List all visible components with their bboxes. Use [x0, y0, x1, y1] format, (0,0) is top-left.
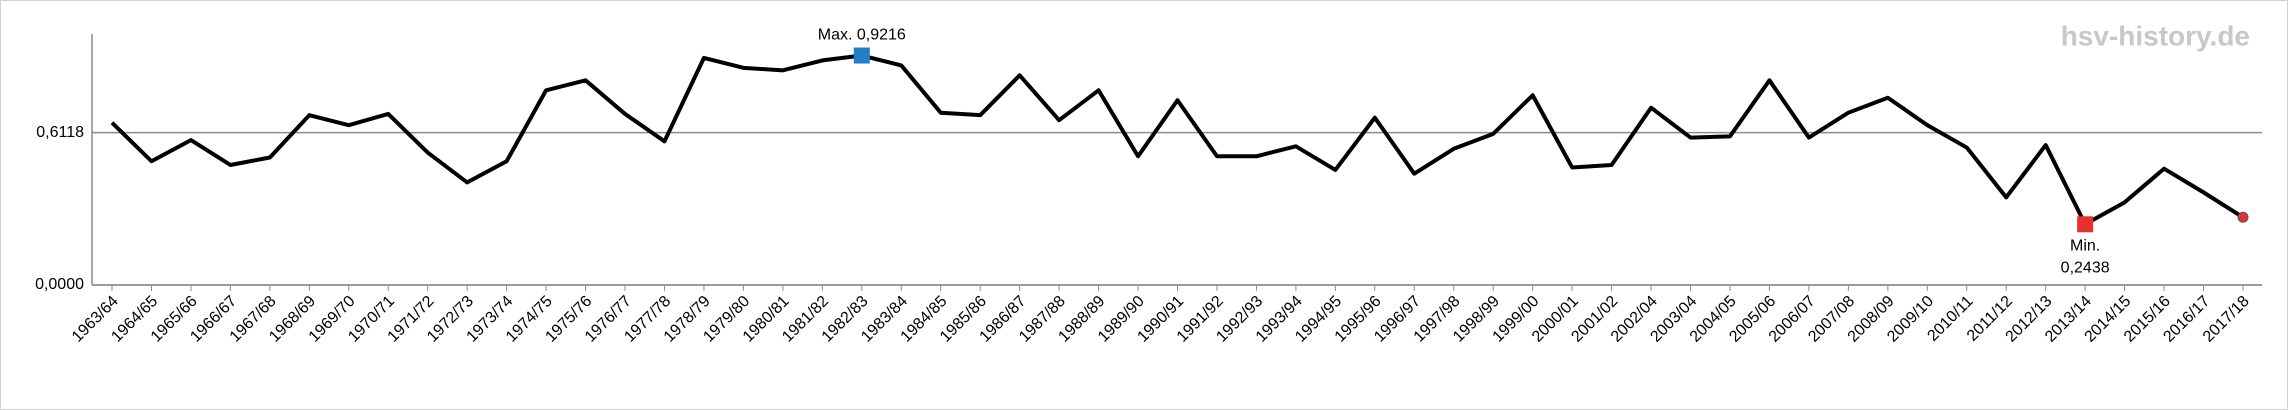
y-tick-label: 0,6118 [36, 124, 84, 141]
annotation-label: Max. 0,9216 [818, 27, 906, 44]
y-tick-label: 0,0000 [35, 276, 84, 293]
watermark: hsv-history.de [2061, 20, 2250, 51]
annotation-label: Min. [2070, 238, 2100, 255]
end-marker [2237, 211, 2249, 223]
line [110, 53, 2245, 227]
annotation-marker [853, 47, 870, 64]
annotation-label: 0,2438 [2061, 260, 2110, 277]
annotation-marker [2077, 216, 2094, 233]
